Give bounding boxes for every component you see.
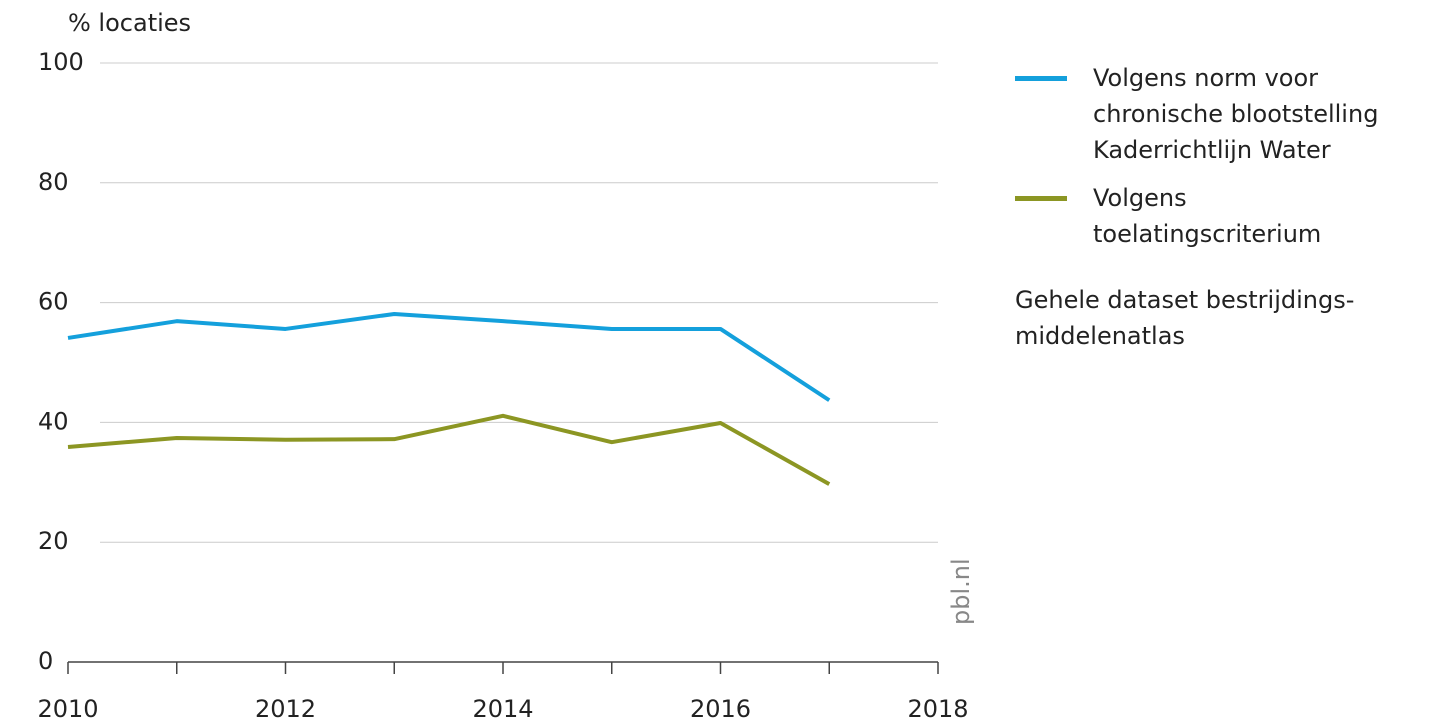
x-tick-label: 2014 [472, 695, 533, 723]
y-tick-label: 20 [38, 527, 69, 555]
y-axis-label: % locaties [68, 9, 191, 37]
x-tick-label: 2018 [907, 695, 968, 723]
y-tick-label: 60 [38, 288, 69, 316]
y-tick-label: 0 [38, 647, 53, 675]
legend-swatch [1015, 196, 1067, 201]
x-tick-label: 2010 [37, 695, 98, 723]
x-tick-label: 2012 [255, 695, 316, 723]
note: Gehele dataset bestrijdings-middelenatla… [1015, 286, 1355, 350]
y-tick-label: 40 [38, 407, 69, 435]
source: pbl.nl [947, 558, 975, 625]
y-tick-label: 100 [38, 48, 84, 76]
x-tick-label: 2016 [690, 695, 751, 723]
legend-label: Volgens norm voor chronische blootstelli… [1093, 64, 1379, 164]
legend-item: Volgens norm voor chronische blootstelli… [1015, 60, 1452, 168]
legend: Volgens norm voor chronische blootstelli… [1015, 60, 1452, 354]
line [67, 413, 831, 486]
legend-label: Volgens toelatingscriterium [1093, 184, 1322, 248]
legend-item: Volgens toelatingscriterium [1015, 180, 1452, 252]
y-tick-label: 80 [38, 168, 69, 196]
legend-swatch [1015, 76, 1067, 81]
line [67, 311, 831, 402]
